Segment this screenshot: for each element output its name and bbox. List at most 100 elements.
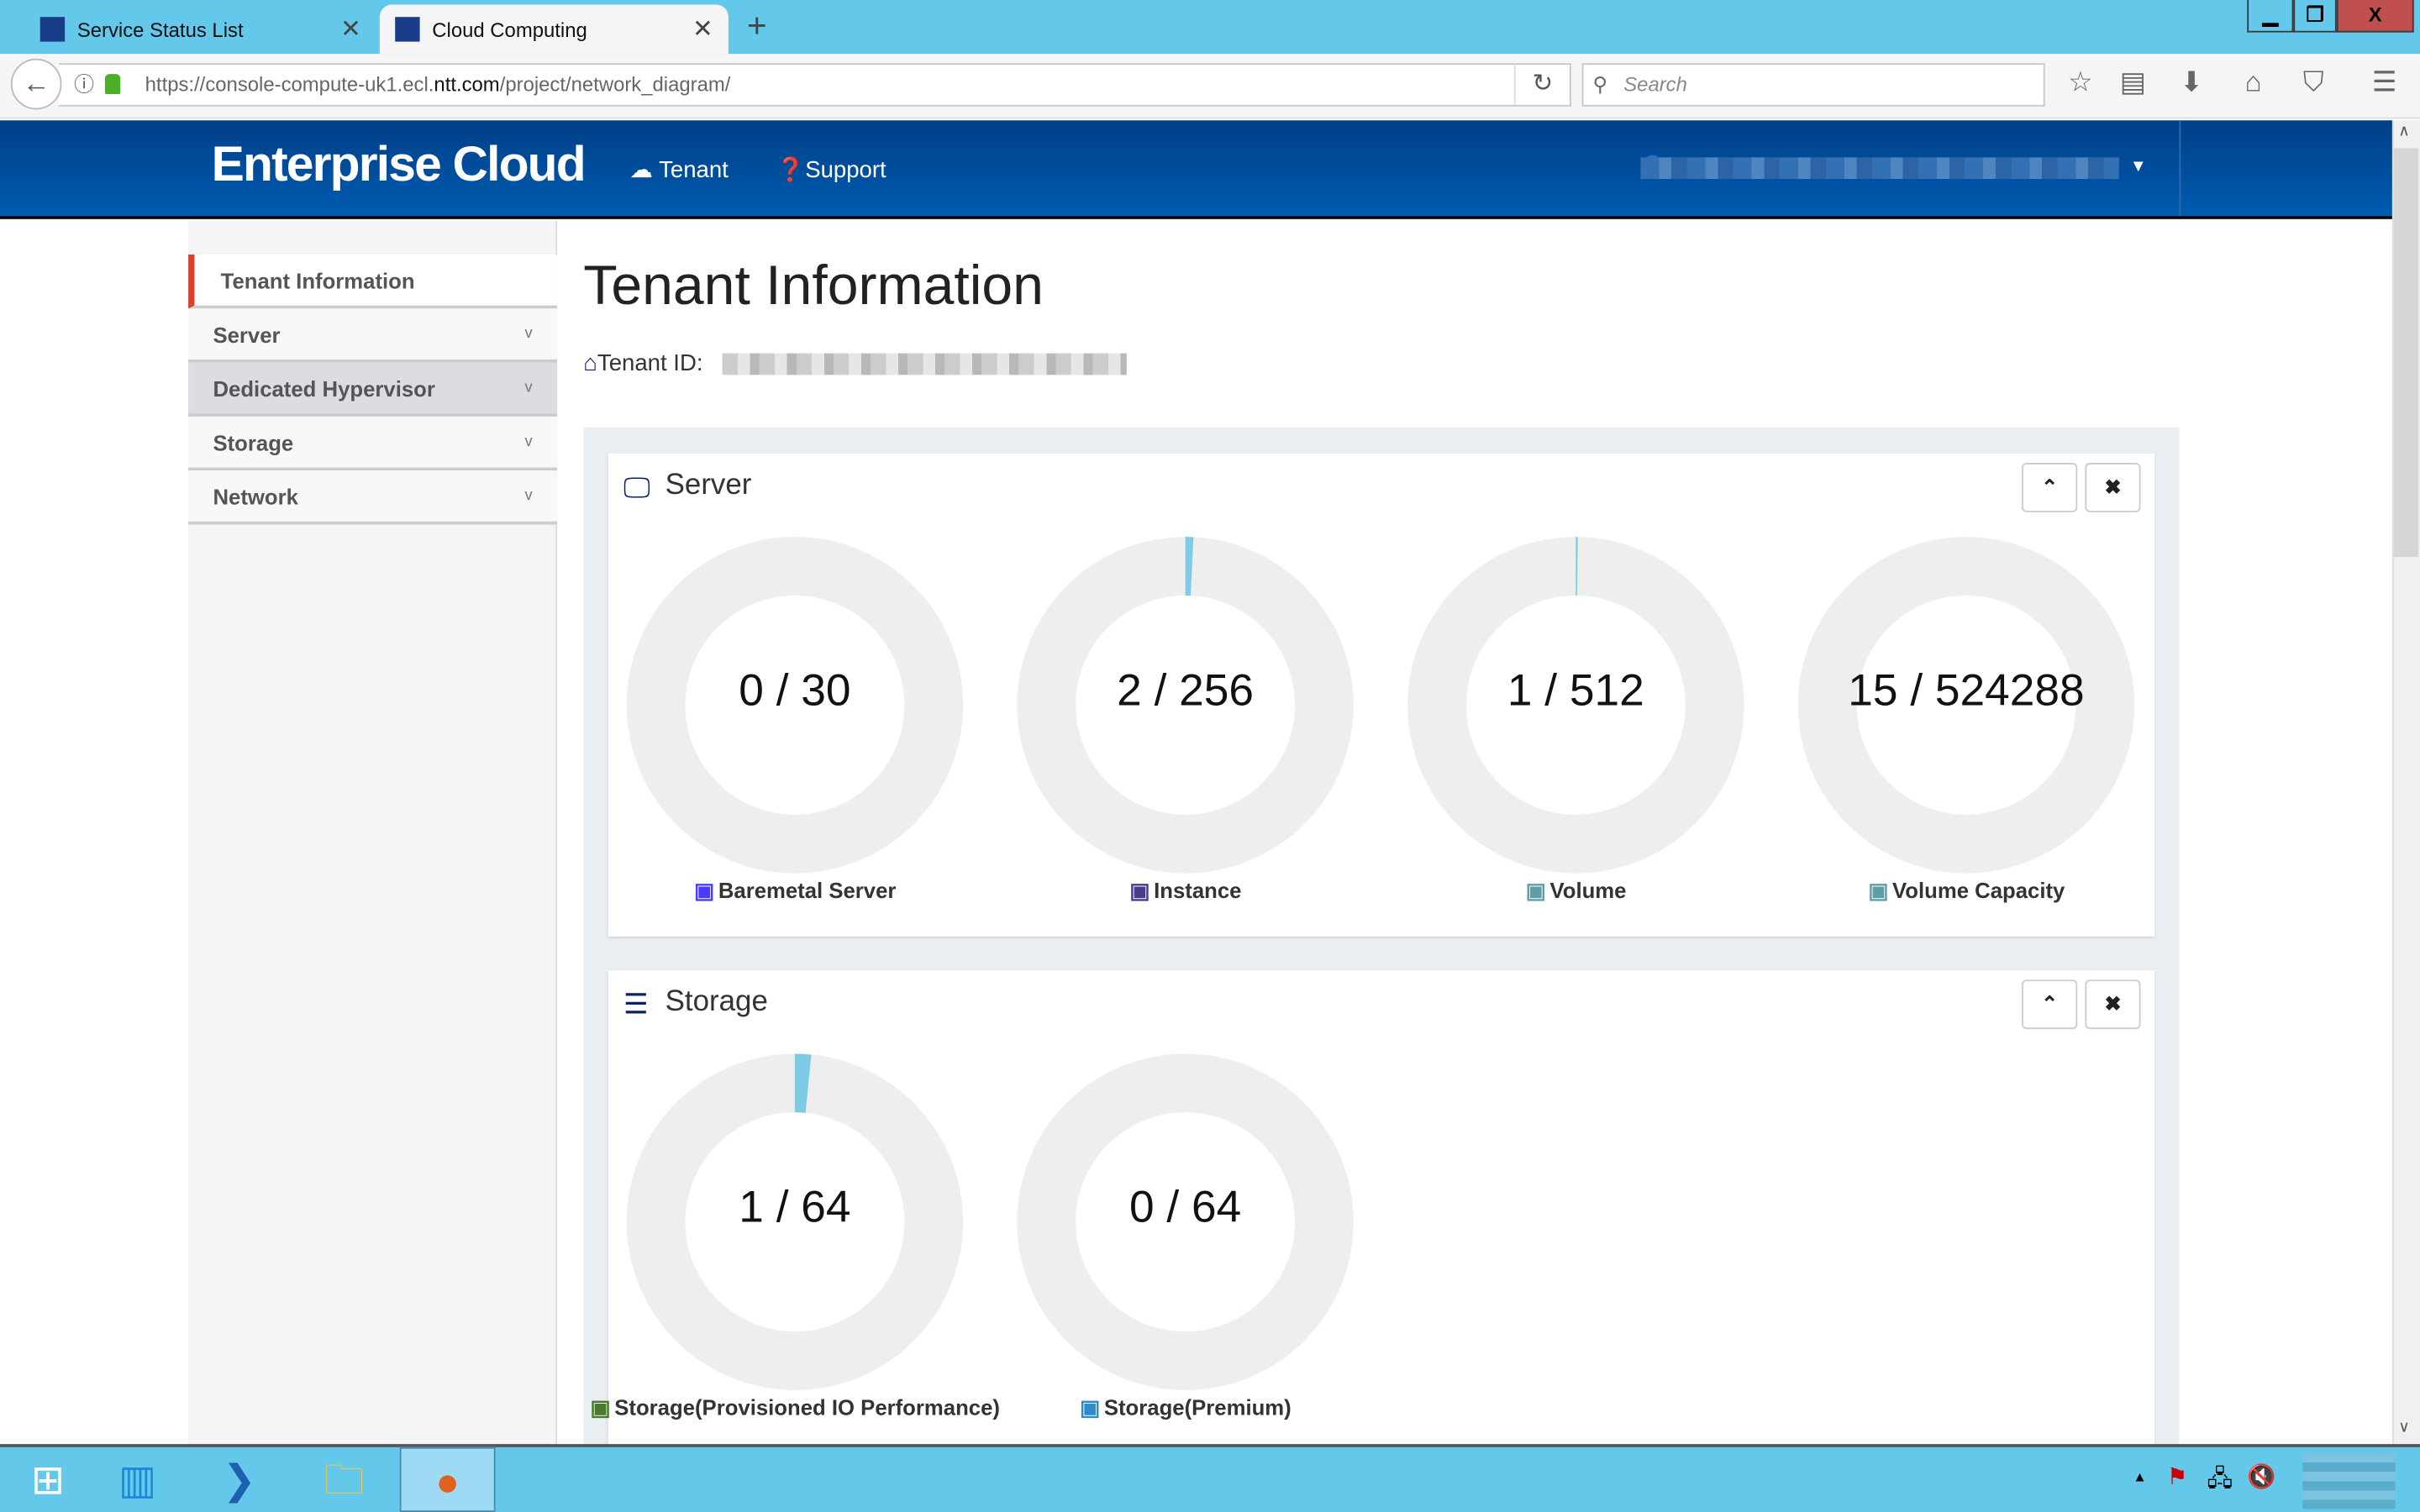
new-tab-button[interactable]: + (746, 6, 767, 45)
tab-service-status-list[interactable]: Service Status List ✕ (0, 5, 376, 55)
usage-label: ▣ Storage(Provisioned IO Performance) (587, 1394, 1003, 1420)
close-panel-button[interactable]: ✖ (2085, 979, 2141, 1030)
action-center-icon[interactable]: ⚑ (2166, 1464, 2188, 1491)
start-button[interactable]: ⊞ (30, 1456, 65, 1503)
back-button[interactable]: ← (10, 58, 62, 110)
reading-list-icon[interactable]: ▤ (2119, 66, 2146, 97)
chevron-down-icon: v (524, 487, 533, 505)
menu-icon[interactable]: ☰ (2371, 66, 2397, 97)
donut-used-arc (626, 1053, 964, 1390)
scroll-down-icon[interactable]: ∨ (2398, 1419, 2410, 1436)
usage-value: 0 / 30 (739, 666, 851, 717)
donut-track (626, 537, 964, 874)
server-manager-icon[interactable]: ▥ (118, 1456, 157, 1503)
usage-donut: 15 / 524288 ▣ Volume Capacity (1789, 528, 2144, 929)
usage-value: 15 / 524288 (1848, 666, 2085, 717)
donut-chart (626, 1053, 964, 1390)
usage-value: 0 / 64 (1128, 1183, 1242, 1233)
usage-value: 2 / 256 (1117, 666, 1255, 717)
user-menu[interactable] (1640, 157, 2119, 180)
network-icon[interactable]: 🖧 (2207, 1465, 2233, 1493)
chevron-down-icon: v (524, 325, 533, 343)
url-suffix: /project/network_diagram/ (499, 72, 731, 96)
tab-cloud-computing[interactable]: Cloud Computing ✕ (379, 4, 729, 55)
close-panel-button[interactable]: ✖ (2085, 463, 2141, 512)
reload-icon[interactable]: ↻ (1513, 65, 1570, 105)
usage-donut: 1 / 512 ▣ Volume (1398, 528, 1753, 929)
sidebar-item-label: Server (213, 322, 281, 348)
file-explorer-icon[interactable]: 🗀 (324, 1456, 365, 1503)
donut-chart (1017, 1053, 1354, 1390)
nav-tenant[interactable]: ☁ Tenant (629, 156, 728, 183)
url-prefix: https://console-compute-uk1.ecl. (145, 72, 434, 96)
info-icon[interactable]: ⓘ (74, 72, 95, 96)
tenant-id-label: ⌂Tenant ID: (583, 350, 702, 376)
sidebar-item-dedicated-hypervisor[interactable]: Dedicated Hypervisor v (188, 362, 558, 417)
donut-chart (1407, 537, 1744, 874)
usage-donut: 2 / 256 ▣ Instance (1007, 528, 1362, 929)
sidebar-item-tenant-information[interactable]: Tenant Information (188, 255, 558, 309)
donut-track (1017, 537, 1354, 874)
close-tab-icon[interactable]: ✕ (340, 17, 361, 44)
resource-icon: ▣ (694, 878, 715, 903)
nav-support[interactable]: ❓Support (776, 156, 886, 184)
scrollbar-thumb[interactable] (2393, 148, 2419, 558)
resource-icon: ▣ (590, 1394, 611, 1420)
usage-value: 1 / 512 (1507, 666, 1644, 717)
home-icon: ⌂ (583, 349, 597, 377)
lock-icon (104, 74, 121, 95)
usage-label: ▣ Instance (977, 878, 1394, 904)
scroll-up-icon[interactable]: ∧ (2398, 123, 2410, 141)
resource-icon: ▣ (1129, 878, 1150, 903)
restore-button[interactable]: ❐ (2293, 0, 2337, 33)
url-domain: ntt.com (434, 72, 500, 96)
donut-track (1797, 537, 2135, 874)
sidebar-item-label: Network (213, 484, 298, 510)
pocket-icon[interactable]: ⛉ (2302, 66, 2324, 97)
firefox-icon[interactable]: ● (399, 1446, 496, 1512)
sidebar-item-label: Dedicated Hypervisor (213, 376, 435, 402)
sidebar-item-label: Storage (213, 430, 294, 455)
resource-icon: ▣ (1868, 878, 1889, 903)
sidebar-item-network[interactable]: Network v (188, 470, 558, 525)
search-input[interactable]: ⚲ Search (1581, 63, 2045, 107)
close-window-button[interactable]: X (2336, 0, 2414, 33)
address-bar[interactable]: ⓘ https://console-compute-uk1.ecl.ntt.co… (58, 63, 1571, 107)
favicon-icon (39, 17, 66, 42)
volume-muted-icon[interactable]: 🔇 (2247, 1464, 2276, 1491)
tray-expand-icon[interactable]: ▲ (2133, 1468, 2147, 1484)
caret-down-icon[interactable]: ▼ (2129, 157, 2147, 176)
usage-label: ▣ Baremetal Server (587, 878, 1003, 904)
minimize-button[interactable]: ▁ (2247, 0, 2294, 33)
browser-titlebar: Service Status List ✕ Cloud Computing ✕ … (0, 0, 2420, 55)
sidebar-item-storage[interactable]: Storage v (188, 416, 558, 471)
tab-label: Cloud Computing (432, 18, 587, 41)
browser-toolbar: ⓘ https://console-compute-uk1.ecl.ntt.co… (0, 54, 2420, 119)
monitor-icon: 🖵 (623, 472, 650, 503)
usage-label-text: Instance (1154, 878, 1242, 903)
tab-label: Service Status List (76, 18, 244, 41)
donut-track (1017, 1053, 1354, 1390)
clock[interactable] (2302, 1453, 2396, 1509)
site-header: Enterprise Cloud ☁ Tenant ❓Support 👤 ▼ (0, 120, 2392, 219)
brand-logo[interactable]: Enterprise Cloud (211, 135, 587, 192)
dashboard: 🖵 Server ⌃ ✖ 0 / 30 ▣ Baremetal Server 2 / … (583, 427, 2180, 1465)
home-icon[interactable]: ⌂ (2244, 66, 2262, 97)
sidebar-item-server[interactable]: Server v (188, 308, 558, 363)
download-icon[interactable]: ⬇ (2180, 66, 2204, 97)
search-placeholder: Search (1623, 72, 1687, 96)
usage-donut: 1 / 64 ▣ Storage(Provisioned IO Performanc… (591, 1044, 1000, 1446)
bookmark-star-icon[interactable]: ☆ (2068, 66, 2093, 97)
usage-label-text: Volume (1549, 878, 1627, 903)
question-circle-icon: ❓ (776, 157, 806, 184)
url-text: https://console-compute-uk1.ecl.ntt.com/… (145, 65, 731, 105)
search-icon: ⚲ (1592, 72, 1608, 96)
collapse-button[interactable]: ⌃ (2022, 463, 2078, 512)
donut-chart (1017, 537, 1354, 874)
chevron-down-icon: v (524, 379, 533, 397)
close-tab-icon[interactable]: ✕ (692, 17, 713, 44)
usage-label-text: Storage(Provisioned IO Performance) (614, 1394, 1000, 1420)
powershell-icon[interactable]: ❯ (222, 1456, 256, 1503)
collapse-button[interactable]: ⌃ (2022, 979, 2078, 1030)
